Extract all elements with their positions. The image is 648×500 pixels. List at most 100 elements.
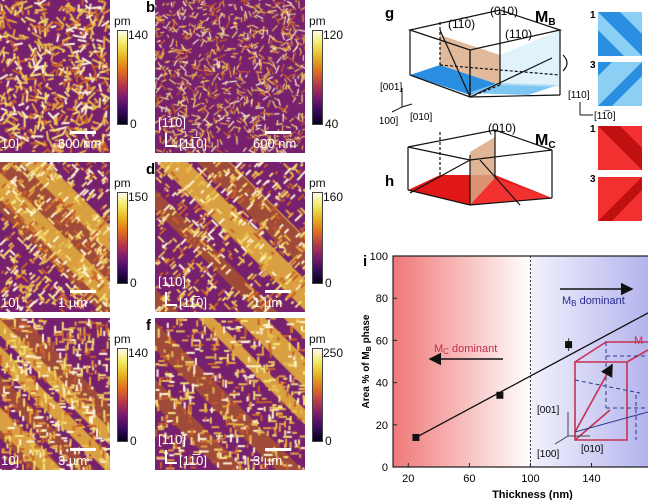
mb-floor-left: [410, 65, 500, 95]
orientation-label-horizontal: 10]: [1, 136, 20, 151]
scale-bar-label: 600 nm: [253, 136, 297, 151]
orientation-axis: [165, 292, 167, 304]
inset-mc-label: M: [634, 335, 643, 347]
scale-bar-label: 600 nm: [58, 136, 102, 151]
scale-bar-label: 3 µm: [253, 453, 283, 468]
plot-frame: [392, 255, 648, 468]
orientation-label-horizontal: 10]: [1, 453, 20, 468]
colorbar: [117, 348, 128, 442]
scale-bar: [70, 448, 96, 451]
afm-image-f: [155, 318, 305, 470]
orientation-axis: [165, 304, 177, 306]
orientation-axis: [165, 145, 177, 147]
scale-bar-label: 1 µm: [253, 295, 283, 310]
axis-label: [010]: [410, 112, 432, 123]
scale-bar: [265, 448, 291, 451]
y-tick-label: 100: [370, 251, 388, 263]
colorbar: [312, 348, 323, 442]
colorbar-unit: pm: [114, 14, 131, 28]
orientation-label-horizontal: [11̅0]: [179, 136, 207, 151]
panel-label-d: d: [146, 161, 156, 178]
colorbar-max: 250: [323, 346, 344, 360]
orientation-axis: [165, 450, 167, 462]
plane-label: (010): [490, 4, 518, 18]
colorbar-min: 40: [325, 117, 339, 131]
colorbar: [117, 30, 128, 125]
colorbar: [117, 192, 128, 284]
y-tick-label: 0: [382, 462, 388, 474]
colorbar-max: 140: [128, 346, 149, 360]
y-axis-label: Area % of MB phase: [361, 314, 373, 408]
afm-image-c: [0, 162, 110, 312]
afm-image-d: [155, 162, 305, 312]
y-tick-label: 80: [376, 293, 388, 305]
axis-label: [100]: [380, 116, 398, 127]
scale-bar: [70, 131, 96, 134]
axis-label: [11̅0]: [594, 110, 616, 122]
y-tick-label: 20: [376, 420, 388, 432]
x-tick-label: 60: [463, 473, 475, 485]
axis-label: [001]: [380, 82, 402, 93]
panel-label-f: f: [146, 317, 151, 334]
panel-label-h: h: [385, 173, 394, 190]
plane-label: (110): [505, 27, 532, 41]
tile-label: 1: [590, 10, 596, 21]
scale-bar: [70, 290, 96, 293]
colorbar-unit: pm: [114, 332, 131, 346]
orientation-label-horizontal: [11̅0]: [179, 453, 207, 468]
colorbar-min: 0: [130, 117, 137, 131]
inset-cube: [574, 341, 648, 441]
fit-line: [415, 312, 648, 439]
mb-dominant-label: MB dominant: [562, 295, 625, 308]
orientation-label-horizontal: [11̅0]: [179, 295, 207, 310]
mc-region: [393, 256, 531, 467]
panel-label-b: b: [146, 0, 156, 16]
tile-label: 3: [590, 60, 596, 71]
mc-title: MC: [535, 132, 556, 151]
axis-label: [110]: [568, 90, 590, 101]
inset-axis-label: [010]: [581, 444, 603, 455]
y-tick-label: 40: [376, 378, 388, 390]
mc-dominant-label: MC dominant: [434, 343, 497, 356]
y-tick-label: 60: [376, 335, 388, 347]
orientation-label-vertical: [110]: [158, 432, 186, 447]
colorbar-min: 0: [325, 276, 332, 290]
panel-label-i: i: [363, 253, 367, 270]
mc-plane-010: [470, 137, 495, 205]
x-axis-label: Thickness (nm): [492, 489, 573, 500]
colorbar-unit: pm: [114, 176, 131, 190]
inset-axis-label: [001]: [537, 405, 559, 416]
inset-axis-label: [100]: [537, 449, 559, 460]
panel-label-g: g: [385, 5, 394, 22]
colorbar-max: 160: [323, 190, 344, 204]
colorbar-max: 150: [128, 190, 149, 204]
x-tick-label: 20: [402, 473, 414, 485]
colorbar-max: 120: [323, 28, 344, 42]
scale-bar-label: 1 µm: [58, 295, 88, 310]
colorbar: [312, 30, 323, 125]
mb-title: MB: [535, 9, 556, 28]
scale-bar: [265, 290, 291, 293]
colorbar: [312, 192, 323, 284]
x-tick-label: 100: [521, 473, 539, 485]
orientation-axis: [165, 462, 177, 464]
colorbar-max: 140: [128, 28, 149, 42]
scale-bar: [265, 131, 291, 134]
x-tick-label: 140: [582, 473, 600, 485]
colorbar-unit: pm: [309, 176, 326, 190]
afm-image-a: [0, 0, 110, 153]
tile-label: 3: [590, 174, 596, 185]
orientation-label-vertical: [110]: [158, 274, 186, 289]
orientation-label-horizontal: 10]: [1, 295, 20, 310]
orientation-label-vertical: [110]: [158, 115, 186, 130]
colorbar-unit: pm: [309, 332, 326, 346]
colorbar-min: 0: [325, 434, 332, 448]
inset-axis: [554, 435, 569, 445]
data-point: [496, 391, 504, 399]
domain-diagram: g (11̅0) (010) (110) MB [001] [100] [010…: [380, 4, 642, 221]
scale-bar-label: 3 µm: [58, 453, 88, 468]
colorbar-min: 0: [130, 276, 137, 290]
afm-image-b: [155, 0, 305, 153]
plane-label: (11̅0): [448, 17, 475, 31]
orientation-axis: [165, 133, 167, 145]
